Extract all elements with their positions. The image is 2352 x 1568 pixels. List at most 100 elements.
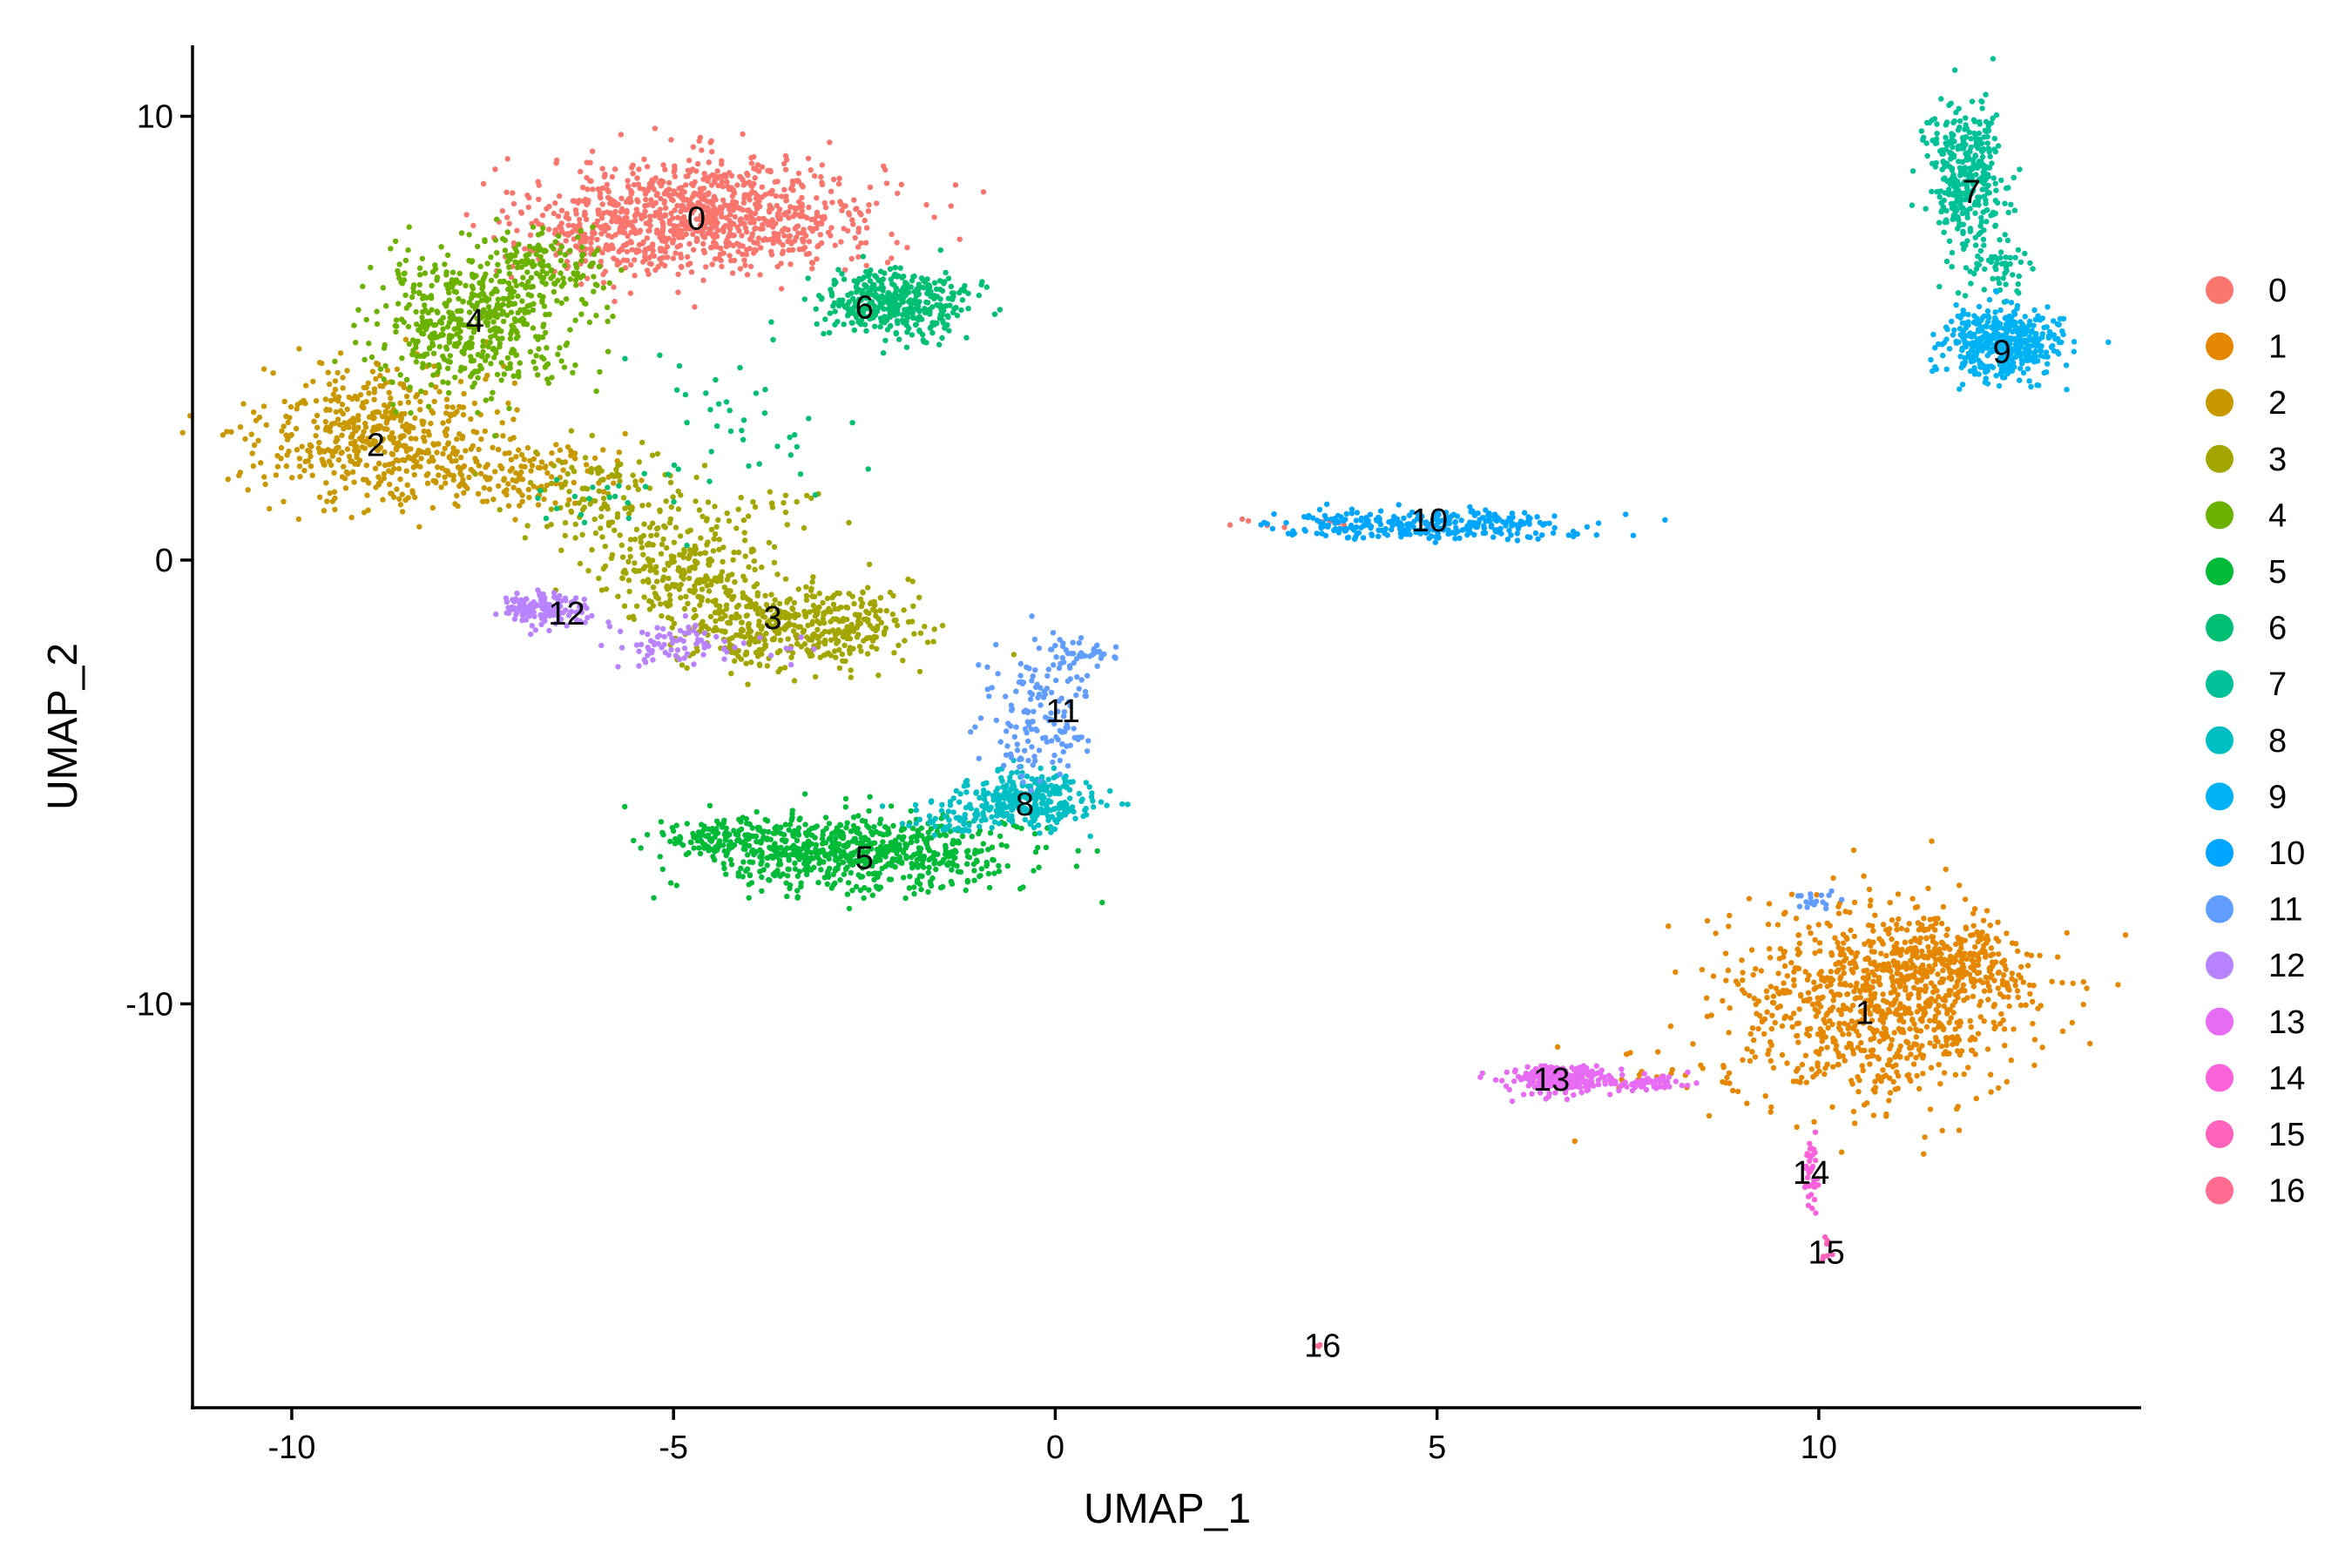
point: [733, 604, 740, 611]
point: [1977, 998, 1984, 1004]
point: [1806, 924, 1812, 930]
point: [574, 273, 580, 279]
point: [405, 247, 411, 253]
point: [445, 286, 451, 292]
point: [1976, 933, 1982, 940]
point: [1913, 1054, 1919, 1061]
point: [492, 469, 498, 475]
point: [863, 225, 870, 231]
point: [753, 601, 759, 607]
point: [457, 470, 463, 476]
point: [294, 406, 300, 412]
point: [450, 445, 456, 451]
point: [1972, 1051, 1978, 1058]
point: [720, 183, 726, 190]
point: [578, 168, 584, 175]
point: [299, 443, 305, 449]
point: [395, 267, 401, 274]
point: [1917, 935, 1923, 942]
point: [527, 348, 533, 355]
point: [558, 258, 564, 264]
point: [575, 199, 581, 206]
point: [931, 214, 937, 220]
point: [708, 207, 714, 214]
point: [711, 217, 717, 224]
point: [438, 484, 444, 490]
point: [1727, 1005, 1733, 1011]
point: [494, 409, 501, 416]
point: [854, 829, 861, 835]
point: [1941, 1070, 1948, 1076]
point: [2024, 951, 2031, 957]
point: [1903, 927, 1910, 933]
point: [528, 274, 535, 280]
point: [749, 188, 755, 195]
point: [814, 209, 821, 215]
point: [931, 861, 937, 867]
point: [649, 452, 656, 458]
point: [397, 417, 404, 423]
point: [618, 542, 625, 548]
point: [747, 236, 754, 242]
point: [632, 257, 638, 263]
point: [585, 568, 591, 574]
point: [410, 424, 416, 431]
point: [508, 331, 514, 337]
point: [1849, 1003, 1856, 1009]
point: [867, 184, 874, 191]
point: [286, 448, 292, 455]
point: [964, 879, 971, 885]
point: [730, 220, 737, 227]
point: [443, 432, 449, 439]
point: [964, 861, 970, 867]
point: [863, 262, 869, 268]
point: [510, 416, 517, 422]
point: [621, 603, 628, 609]
point: [699, 621, 705, 627]
point: [774, 263, 781, 270]
point: [1035, 844, 1041, 851]
point: [558, 547, 564, 553]
point: [772, 612, 778, 618]
point: [499, 207, 505, 214]
point: [902, 638, 908, 644]
point: [475, 321, 482, 327]
point: [361, 429, 367, 435]
point: [653, 192, 659, 199]
point: [1938, 939, 1945, 946]
point: [1734, 1088, 1741, 1095]
point: [665, 254, 671, 260]
point: [754, 590, 760, 596]
point: [1999, 959, 2005, 966]
point: [416, 289, 422, 295]
point: [531, 483, 537, 490]
point: [1935, 971, 1941, 977]
point: [1784, 973, 1790, 979]
point: [760, 226, 766, 232]
point: [804, 492, 810, 499]
point: [470, 383, 476, 390]
point: [1848, 927, 1854, 934]
point: [329, 498, 335, 504]
point: [858, 212, 864, 218]
point: [803, 871, 810, 877]
point: [754, 808, 760, 815]
point: [468, 294, 475, 301]
point: [841, 267, 848, 273]
point: [802, 846, 809, 852]
point: [879, 847, 886, 854]
point: [251, 409, 257, 416]
point: [549, 449, 555, 456]
point: [557, 193, 563, 199]
point: [793, 178, 800, 184]
point: [853, 883, 860, 889]
point: [1909, 962, 1916, 968]
point: [694, 160, 701, 167]
point: [844, 624, 850, 630]
point: [1940, 967, 1946, 974]
point: [557, 345, 563, 351]
point: [707, 245, 714, 251]
point: [672, 524, 679, 531]
point: [397, 372, 403, 378]
point: [393, 317, 400, 323]
